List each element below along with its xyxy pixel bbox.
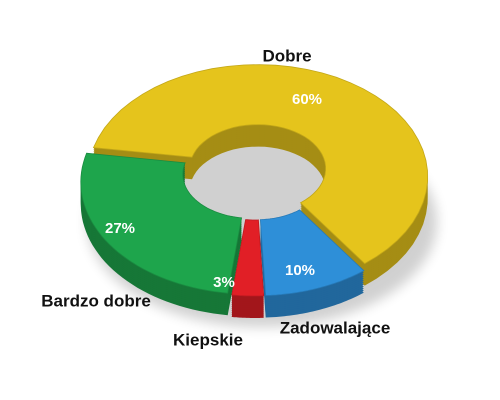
value-label: 60% [292,91,322,108]
category-label: Kiepskie [173,330,243,349]
category-label: Bardzo dobre [41,291,151,310]
slice [92,64,429,265]
slice [231,219,265,297]
value-label: 3% [213,274,235,291]
slices [80,64,429,318]
value-label: 10% [285,262,315,279]
slice-group [92,64,429,286]
slice-group [231,219,265,318]
value-label: 27% [105,220,135,237]
category-label: Dobre [262,46,311,65]
slice [259,209,365,296]
slice-group [259,209,365,318]
category-label: Zadowalające [280,318,391,337]
slice [80,152,243,294]
slice-group [80,152,243,316]
labels: 60% Dobre 10% Zadowalające 3% Kiepskie 27% Bard… [41,46,390,349]
